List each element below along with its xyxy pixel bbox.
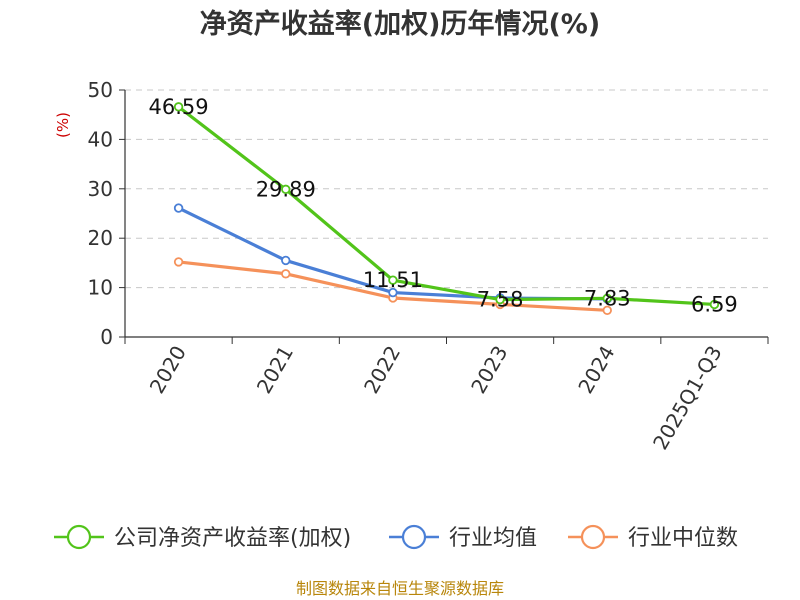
data-point[interactable] [495,294,505,305]
y-tick-label: 40 [88,127,113,151]
y-tick-label: 50 [88,78,113,102]
legend-item[interactable]: 行业均值 [389,524,537,551]
data-point[interactable] [602,293,612,304]
data-label: 7.83 [584,286,631,310]
legend-label: 行业均值 [449,526,537,551]
data-point[interactable] [388,287,398,298]
data-point[interactable] [602,305,612,316]
chart-title: 净资产收益率(加权)历年情况(%) [200,8,600,40]
legend-label: 公司净资产收益率(加权) [114,526,351,551]
y-tick-label: 20 [88,226,113,250]
series [173,102,720,316]
data-point[interactable] [281,269,291,279]
x-tick-label: 2020 [145,342,191,398]
data-point[interactable] [173,203,184,213]
data-point[interactable] [388,275,398,285]
series-0 [173,102,720,310]
data-point[interactable] [281,184,291,195]
y-tick-label: 0 [100,325,113,349]
x-tick-label: 2023 [466,342,512,398]
series-line [177,105,715,307]
data-label: 6.59 [691,292,738,316]
x-tick-label: 2024 [573,342,619,398]
grid [125,89,768,289]
source-note: 制图数据来自恒生聚源数据库 [296,579,504,598]
legend-item[interactable]: 公司净资产收益率(加权) [54,524,351,551]
legend[interactable]: 公司净资产收益率(加权) 行业均值 行业中位数 [54,524,738,551]
x-tick-label: 2022 [359,342,405,398]
data-label: 11.51 [363,268,423,292]
data-label: 29.89 [256,177,316,201]
data-label: 7.58 [477,288,524,312]
legend-marker [580,524,606,550]
legend-label: 行业中位数 [628,526,738,551]
y-tick-label: 30 [88,177,113,201]
y-axis-label: (%) [54,112,72,138]
legend-marker [401,524,427,550]
legend-marker [66,524,92,550]
data-point[interactable] [281,255,291,266]
data-point[interactable] [709,299,720,310]
data-label: 46.59 [149,95,209,119]
legend-item[interactable]: 行业中位数 [568,524,738,551]
data-point[interactable] [173,102,184,112]
axes: 0 10 20 30 40 50 2020 2021 2022 2023 2024 2025Q1-Q3 [88,78,769,454]
y-tick-label: 10 [88,276,113,300]
data-point[interactable] [173,257,184,267]
x-tick-label: 2021 [252,342,298,398]
data-labels: 46.59 29.89 11.51 7.58 7.83 6.59 [149,95,738,317]
x-tick-label: 2025Q1-Q3 [648,342,727,454]
